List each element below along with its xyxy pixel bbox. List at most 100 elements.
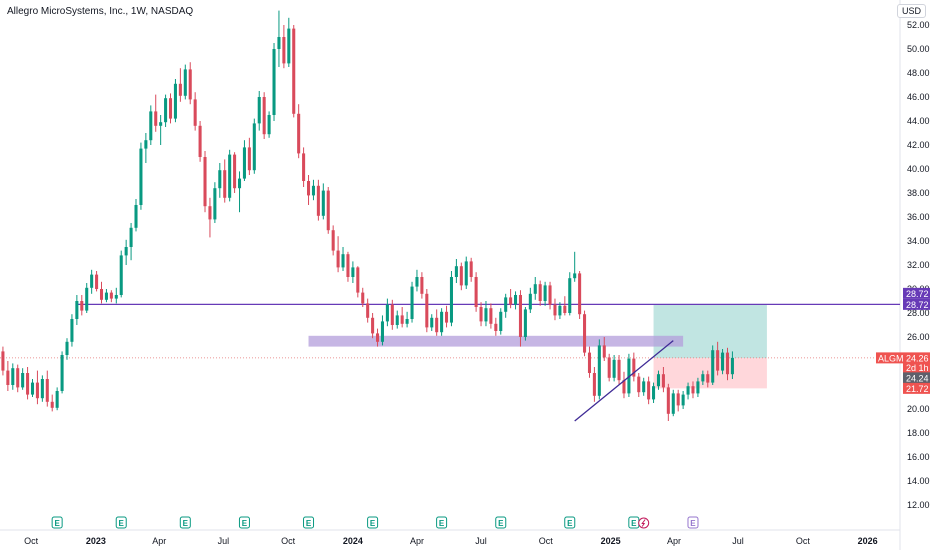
y-tick-label: 38.00 — [907, 188, 930, 198]
candle-body — [75, 301, 79, 319]
lightning-icon — [641, 519, 646, 527]
candle-body — [538, 284, 542, 301]
candle-body — [701, 374, 705, 382]
candle-body — [134, 205, 138, 228]
candle-body — [592, 373, 596, 396]
stop-price-tag-bg — [903, 382, 930, 394]
x-tick-label: Jul — [475, 536, 487, 546]
candle-body — [321, 190, 325, 216]
candle-body — [262, 97, 266, 135]
candle-body — [356, 267, 360, 293]
candle-body — [632, 358, 636, 377]
candle-body — [445, 311, 449, 323]
candle-body — [85, 287, 89, 311]
earnings-marker — [115, 516, 127, 529]
candle-body — [622, 380, 626, 394]
candle-body — [676, 393, 680, 406]
candle-body — [376, 333, 380, 342]
candle-body — [489, 308, 493, 324]
candle-body — [617, 359, 621, 381]
x-tick-label: 2023 — [86, 536, 106, 546]
candle-body — [558, 305, 562, 316]
candle-body — [681, 394, 685, 406]
candle-body — [494, 323, 498, 331]
candle-body — [233, 154, 237, 189]
earnings-marker — [436, 516, 448, 529]
resistance-zone — [308, 335, 684, 347]
candle-body — [257, 97, 261, 124]
candle-body — [425, 293, 429, 328]
earnings-marker-label: E — [242, 519, 248, 528]
candle-body — [420, 277, 424, 294]
candle-body — [35, 382, 39, 399]
candle-body — [203, 157, 207, 207]
candle-body — [440, 311, 444, 333]
y-tick-label: 20.00 — [907, 404, 930, 414]
candle-body — [223, 170, 227, 198]
candle-body — [583, 314, 587, 353]
candle-body — [30, 382, 35, 395]
entry-price-tag-bg — [903, 372, 930, 384]
candle-body — [80, 301, 84, 311]
earnings-marker — [51, 516, 63, 529]
candle-body — [168, 98, 173, 119]
earnings-marker — [179, 516, 191, 529]
candle-body — [602, 345, 606, 358]
candle-body — [553, 304, 557, 316]
earnings-marker-label: E — [306, 519, 312, 528]
candle-body — [188, 69, 192, 100]
x-tick-label: Apr — [667, 536, 681, 546]
candle-body — [642, 381, 646, 393]
candle-body — [686, 386, 690, 395]
candle-body — [139, 148, 143, 205]
candle-body — [104, 292, 108, 300]
candle-body — [533, 284, 537, 294]
y-tick-label: 52.00 — [907, 20, 930, 30]
stop-loss-zone — [653, 358, 767, 389]
y-tick-label: 28.00 — [907, 308, 930, 318]
candle-body — [711, 350, 715, 383]
candle-body — [178, 83, 182, 96]
candle-body — [287, 28, 291, 64]
candle-body — [696, 381, 700, 394]
earnings-marker-label: E — [119, 519, 125, 528]
y-tick-label: 32.00 — [907, 260, 930, 270]
candle-body — [193, 99, 197, 126]
candle-body — [351, 267, 355, 277]
candle-body — [99, 289, 104, 300]
candle-body — [40, 379, 44, 399]
candle-body — [716, 350, 720, 371]
candle-body — [95, 274, 99, 289]
candle-body — [415, 277, 419, 287]
candle-body — [484, 308, 488, 322]
earnings-marker — [238, 516, 250, 529]
candle-body — [706, 374, 710, 383]
candle-body — [16, 368, 20, 388]
candle-body — [129, 227, 133, 247]
earnings-marker-label: E — [370, 519, 376, 528]
candle-body — [336, 250, 340, 268]
x-tick-label: Apr — [410, 536, 424, 546]
candle-body — [218, 170, 222, 189]
y-tick-label: 14.00 — [907, 476, 930, 486]
level-price-tag-bg — [903, 287, 930, 299]
candle-body — [652, 386, 656, 400]
candle-body — [346, 254, 350, 277]
rising-trendline — [574, 340, 674, 422]
candle-body — [306, 181, 311, 196]
candle-body — [183, 69, 187, 96]
candle-body — [449, 277, 453, 323]
candle-body — [573, 273, 577, 279]
candle-body — [671, 393, 675, 414]
currency-button[interactable]: USD — [896, 4, 926, 18]
candle-body — [607, 357, 611, 378]
candle-body — [499, 311, 503, 331]
candle-body — [292, 28, 296, 114]
candle-body — [597, 345, 601, 396]
earnings-marker-label: E — [498, 519, 504, 528]
earnings-marker-label: E — [54, 519, 60, 528]
candle-body — [50, 401, 54, 408]
candle-body — [395, 315, 399, 325]
last-price-tag-bg — [903, 352, 930, 374]
